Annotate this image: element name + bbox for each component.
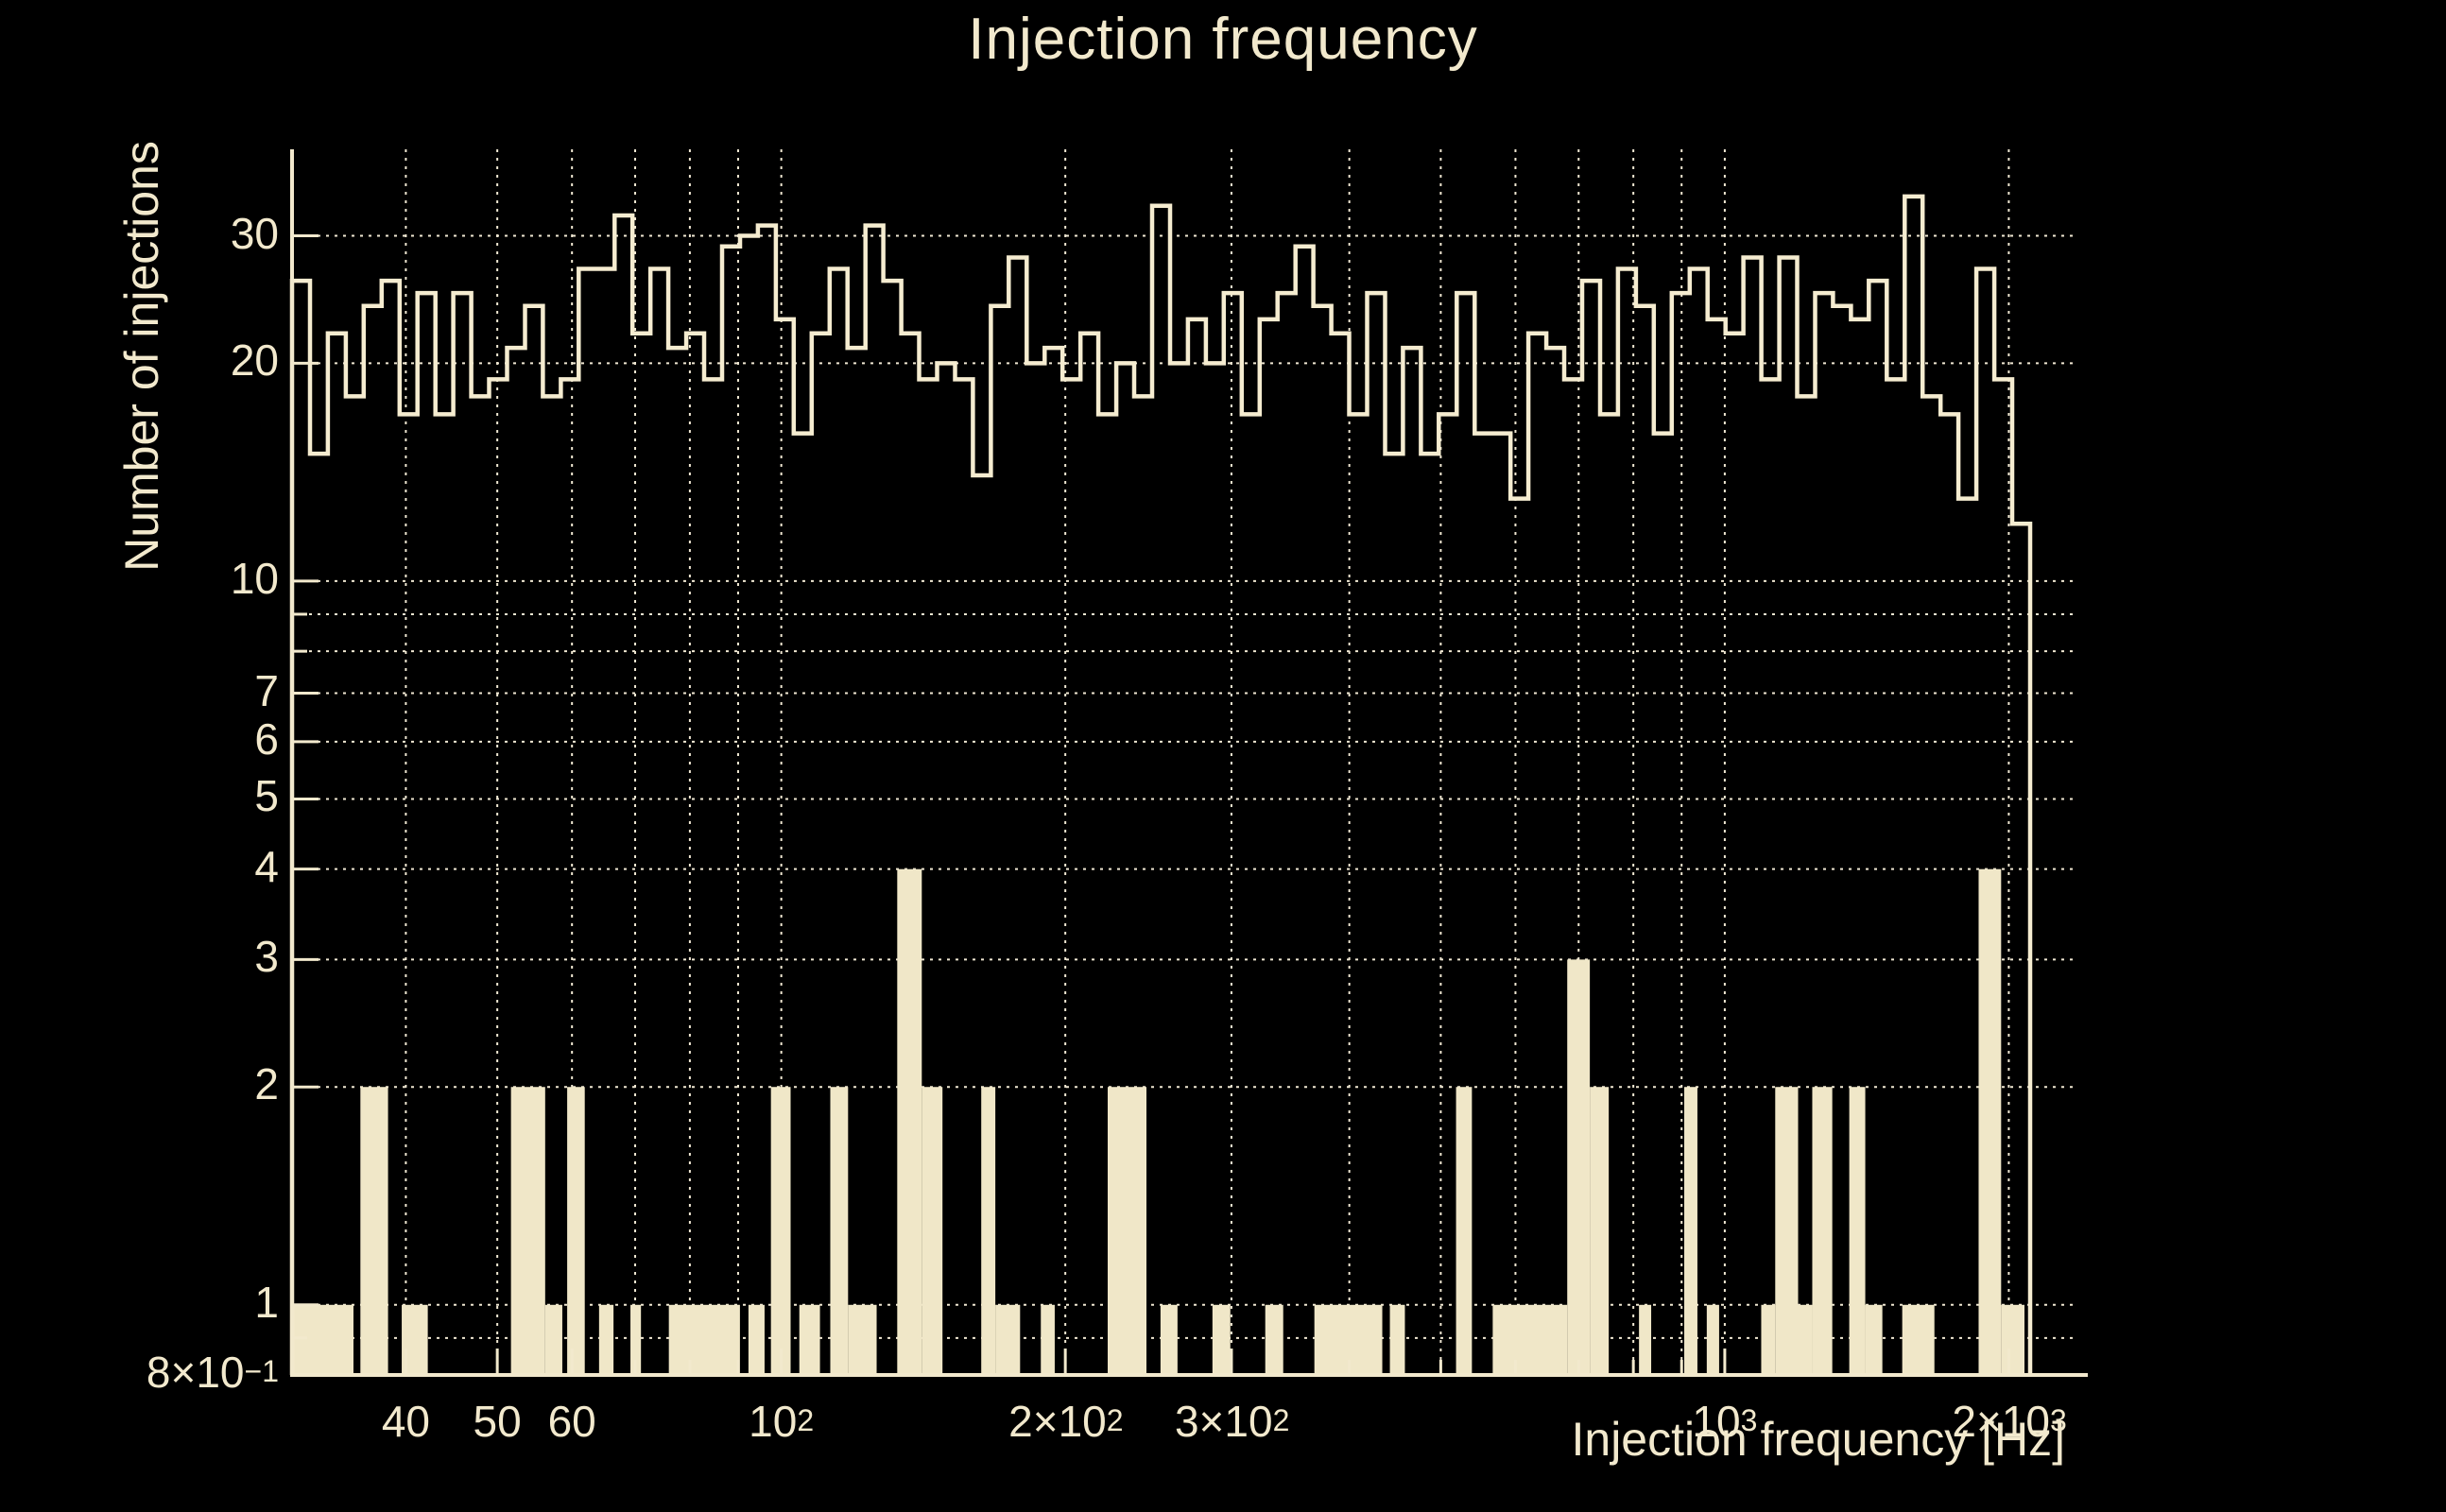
filled-bar — [981, 1087, 996, 1375]
x-tick-label: 102 — [749, 1397, 815, 1446]
x-tick-label: 3×102 — [1174, 1397, 1290, 1446]
filled-bar — [567, 1087, 585, 1375]
filled-bar — [1865, 1304, 1883, 1375]
filled-bar — [922, 1087, 943, 1375]
filled-bar — [1798, 1304, 1813, 1375]
filled-bar — [995, 1304, 1021, 1375]
filled-bar — [510, 1087, 545, 1375]
filled-bar — [897, 868, 922, 1375]
x-tick-label: 50 — [473, 1397, 522, 1446]
filled-bar — [1567, 959, 1591, 1375]
x-tick-label: 103 — [1692, 1397, 1758, 1446]
filled-bar — [1849, 1087, 1866, 1375]
outline-histogram-path — [289, 194, 2033, 1375]
y-tick-label: 20 — [230, 335, 279, 386]
filled-bar — [1775, 1087, 1799, 1375]
x-tick-label: 2×102 — [1008, 1397, 1124, 1446]
filled-bar — [290, 1304, 353, 1375]
filled-bar — [598, 1304, 614, 1375]
y-tick-label: 6 — [254, 713, 279, 764]
filled-bar — [630, 1304, 642, 1375]
x-axis-title: Injection frequency [Hz] — [1571, 1413, 2066, 1466]
x-tick-label: 60 — [547, 1397, 596, 1446]
filled-bar — [1160, 1304, 1178, 1375]
y-tick-label: 5 — [254, 771, 279, 821]
chart-title: Injection frequency — [968, 7, 1478, 72]
filled-bar — [1456, 1087, 1473, 1375]
filled-bar — [1389, 1304, 1405, 1375]
y-tick-label: 8×10−1 — [146, 1348, 279, 1397]
filled-bar — [799, 1304, 820, 1375]
filled-bar — [360, 1087, 388, 1375]
filled-bar — [1902, 1304, 1935, 1375]
y-tick-label: 1 — [254, 1277, 279, 1327]
filled-bar — [668, 1304, 740, 1375]
filled-bar — [1684, 1087, 1697, 1375]
filled-bar — [1041, 1304, 1055, 1375]
filled-bar — [1812, 1087, 1833, 1375]
filled-bar — [1639, 1304, 1652, 1375]
filled-bar — [848, 1304, 877, 1375]
filled-bar — [544, 1304, 562, 1375]
filled-bar — [1978, 868, 2002, 1375]
filled-bar — [748, 1304, 765, 1375]
filled-bar — [770, 1087, 791, 1375]
y-tick-label: 10 — [230, 553, 279, 603]
y-tick-label: 30 — [230, 208, 279, 258]
filled-bar — [1212, 1304, 1231, 1375]
y-tick-label: 4 — [254, 841, 279, 891]
y-tick-label: 7 — [254, 665, 279, 715]
filled-bar — [1761, 1304, 1776, 1375]
filled-bar — [1590, 1087, 1610, 1375]
filled-bar — [1492, 1304, 1568, 1375]
y-tick-label: 2 — [254, 1059, 279, 1109]
filled-bar — [1706, 1304, 1719, 1375]
filled-bar — [1108, 1087, 1147, 1375]
y-tick-label: 3 — [254, 932, 279, 982]
filled-bar — [1265, 1304, 1283, 1375]
filled-bar — [830, 1087, 849, 1375]
x-tick-label: 40 — [381, 1397, 430, 1446]
x-tick-label: 2×103 — [1952, 1397, 2067, 1446]
filled-bar — [2001, 1304, 2024, 1375]
